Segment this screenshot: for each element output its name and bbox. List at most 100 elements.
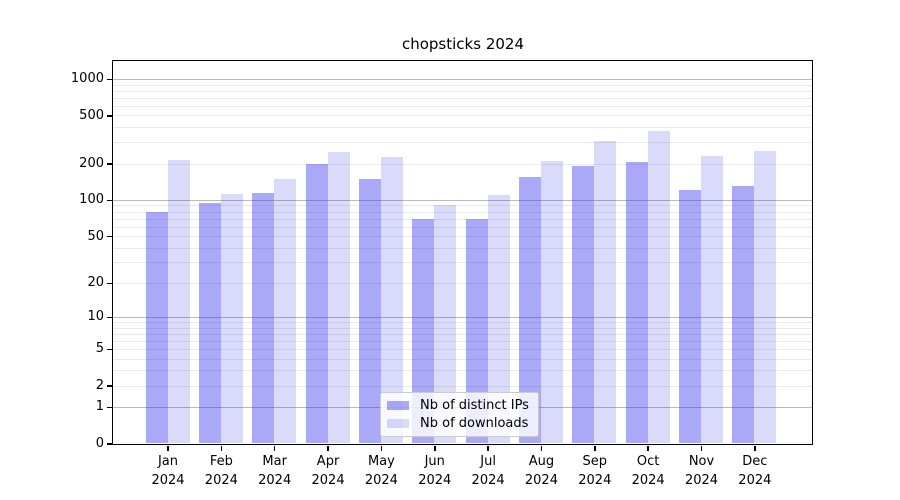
legend-swatch-downloads (387, 419, 409, 428)
bar-distinct-ips-3 (305, 164, 328, 444)
y-tick-mark (106, 78, 112, 81)
legend-swatch-distinct-ips (387, 401, 409, 410)
x-tick-label-line: 2024 (364, 473, 398, 488)
legend-item-downloads: Nb of downloads (387, 416, 529, 431)
minor-gridline (112, 163, 812, 165)
x-tick-label-line: Jan (157, 454, 179, 469)
x-tick-label: May 2024 (365, 452, 398, 490)
x-tick-mark (754, 445, 756, 451)
x-tick-label-line: Dec (742, 454, 768, 469)
x-tick-label-line: 2024 (311, 473, 345, 488)
x-tick-mark (167, 445, 169, 451)
x-tick-label: Jan 2024 (151, 452, 184, 490)
minor-gridline (112, 370, 812, 372)
y-tick-mark (106, 115, 112, 117)
x-tick-label-line: May (367, 454, 395, 469)
legend-label-downloads: Nb of downloads (420, 416, 529, 431)
bar-distinct-ips-2 (252, 192, 275, 444)
x-tick-label: Dec 2024 (738, 452, 771, 490)
y-tick-label: 1000 (70, 71, 104, 87)
minor-gridline (112, 282, 812, 284)
x-tick-label: Mar 2024 (258, 452, 291, 490)
y-tick-mark (106, 282, 112, 285)
x-tick-label-line: 2024 (684, 473, 719, 488)
bar-downloads-3 (327, 151, 350, 444)
x-tick-mark (594, 445, 596, 451)
minor-gridline (112, 84, 812, 86)
x-tick-label: Nov 2024 (685, 452, 718, 490)
y-tick-mark (106, 199, 112, 202)
y-tick-mark (106, 443, 112, 445)
bar-downloads-7 (540, 161, 563, 444)
legend-label-distinct-ips: Nb of distinct IPs (420, 398, 529, 413)
minor-gridline (112, 142, 812, 144)
x-tick-label-line: Jul (480, 454, 496, 469)
x-tick-mark (220, 445, 223, 451)
legend-item-distinct-ips: Nb of distinct IPs (387, 398, 529, 413)
y-tick-label: 500 (79, 107, 104, 123)
bar-distinct-ips-7 (518, 177, 541, 444)
x-tick-label: Sep 2024 (578, 452, 611, 490)
bar-downloads-5 (434, 205, 457, 444)
major-gridline (112, 78, 812, 80)
minor-gridline (112, 340, 812, 342)
x-tick-mark (487, 445, 489, 451)
bar-distinct-ips-4 (358, 178, 381, 444)
x-tick-mark (327, 445, 329, 451)
x-tick-label-line: 2024 (151, 473, 185, 488)
x-tick-label-line: Feb (209, 454, 233, 469)
x-tick-label-line: Apr (316, 454, 340, 469)
minor-gridline (112, 97, 812, 99)
minor-gridline (112, 205, 812, 207)
bar-downloads-4 (380, 156, 403, 444)
y-tick-label: 100 (79, 192, 104, 208)
x-tick-label-line: 2024 (631, 473, 665, 488)
bar-downloads-6 (487, 194, 510, 444)
bar-downloads-10 (701, 155, 723, 444)
plot-area (111, 59, 813, 445)
y-tick-label: 5 (95, 341, 104, 357)
x-tick-label-line: Aug (528, 454, 555, 469)
y-tick-label: 2 (95, 378, 104, 394)
x-tick-mark (700, 445, 703, 451)
bar-downloads-11 (754, 150, 777, 444)
y-tick-label: 0 (95, 436, 104, 451)
bar-downloads-1 (220, 193, 243, 444)
minor-gridline (112, 236, 812, 238)
bar-distinct-ips-11 (732, 186, 755, 444)
x-tick-label-line: 2024 (418, 473, 452, 488)
bar-distinct-ips-8 (572, 165, 595, 444)
minor-gridline (112, 348, 812, 350)
x-tick-label-line: Sep (582, 454, 608, 469)
x-tick-label-line: 2024 (524, 473, 558, 488)
x-tick-label-line: Nov (688, 454, 715, 469)
y-tick-label: 1 (95, 399, 104, 415)
y-tick-label: 10 (87, 309, 104, 325)
y-tick-mark (106, 385, 112, 387)
x-tick-label-line: 2024 (578, 473, 612, 488)
y-tick-mark (106, 348, 112, 351)
minor-gridline (112, 247, 812, 249)
x-tick-label-line: Mar (262, 454, 287, 469)
minor-gridline (112, 211, 812, 213)
minor-gridline (112, 327, 812, 329)
x-tick-label-line: Oct (636, 454, 660, 469)
x-tick-mark (273, 445, 276, 451)
major-gridline (112, 199, 812, 201)
x-tick-label: Jul 2024 (472, 452, 505, 490)
minor-gridline (112, 262, 812, 264)
bar-distinct-ips-1 (198, 202, 221, 444)
x-tick-label: Aug 2024 (525, 452, 558, 490)
major-gridline (112, 316, 812, 318)
bar-distinct-ips-6 (465, 218, 488, 444)
y-tick-mark (106, 316, 112, 319)
y-tick-label: 20 (87, 275, 104, 291)
y-tick-mark (106, 406, 112, 409)
y-tick-label: 200 (79, 156, 104, 172)
x-tick-label-line: 2024 (204, 473, 238, 488)
x-tick-mark (540, 445, 543, 451)
x-tick-label-line: 2024 (258, 473, 292, 488)
x-tick-mark (380, 445, 383, 451)
x-tick-label-line: 2024 (738, 473, 772, 488)
y-tick-label: 50 (87, 228, 104, 244)
